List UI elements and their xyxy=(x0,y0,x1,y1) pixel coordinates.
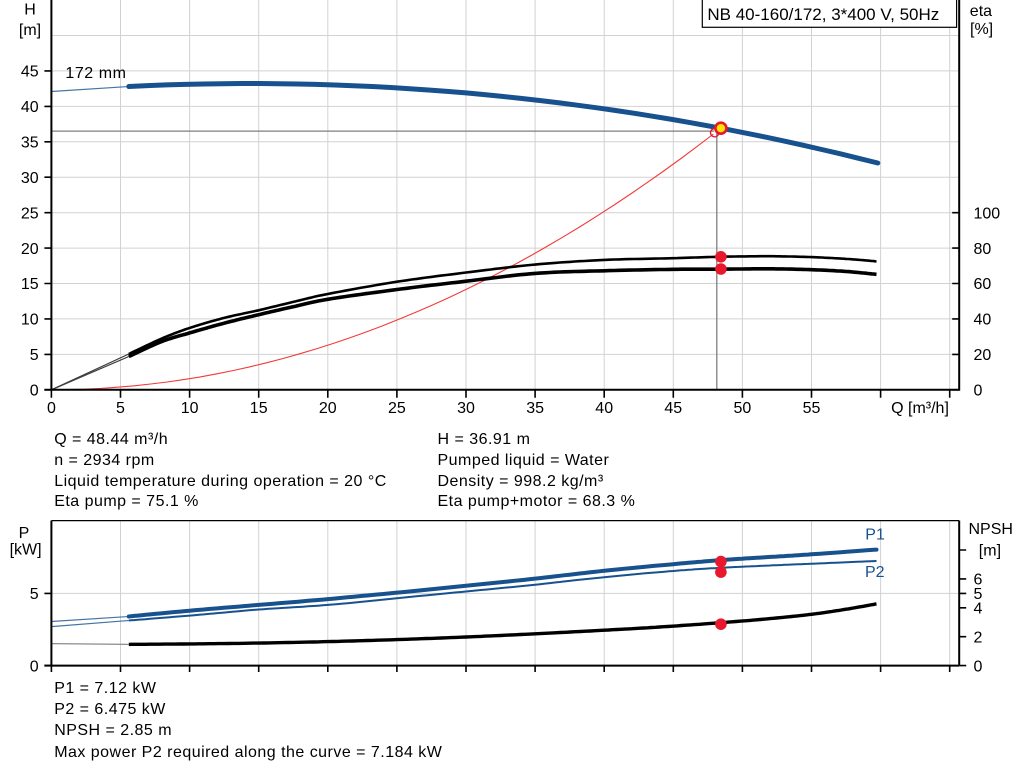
svg-text:[kW]: [kW] xyxy=(10,541,42,558)
svg-text:[m]: [m] xyxy=(979,542,1001,559)
svg-text:NB 40-160/172, 3*400 V, 50Hz: NB 40-160/172, 3*400 V, 50Hz xyxy=(707,5,939,24)
svg-text:20: 20 xyxy=(21,241,39,258)
svg-text:40: 40 xyxy=(974,312,992,329)
svg-text:45: 45 xyxy=(21,64,39,81)
svg-text:0: 0 xyxy=(47,400,56,417)
svg-text:172 mm: 172 mm xyxy=(65,65,126,82)
svg-text:4: 4 xyxy=(974,601,983,618)
svg-text:40: 40 xyxy=(595,400,613,417)
svg-text:5: 5 xyxy=(30,586,39,603)
svg-text:5: 5 xyxy=(974,586,983,603)
svg-text:5: 5 xyxy=(30,347,39,364)
svg-text:H: H xyxy=(24,2,36,19)
svg-text:35: 35 xyxy=(21,134,39,151)
svg-text:6: 6 xyxy=(974,572,983,589)
svg-text:50: 50 xyxy=(734,400,752,417)
svg-text:80: 80 xyxy=(974,241,992,258)
svg-text:10: 10 xyxy=(21,312,39,329)
svg-text:15: 15 xyxy=(21,276,39,293)
svg-text:30: 30 xyxy=(21,170,39,187)
svg-text:5: 5 xyxy=(116,400,125,417)
svg-text:NPSH: NPSH xyxy=(969,521,1013,538)
svg-text:0: 0 xyxy=(30,658,39,675)
svg-text:P2: P2 xyxy=(865,564,885,581)
svg-text:20: 20 xyxy=(319,400,337,417)
svg-text:35: 35 xyxy=(526,400,544,417)
svg-text:55: 55 xyxy=(803,400,821,417)
svg-text:2: 2 xyxy=(974,629,983,646)
svg-text:10: 10 xyxy=(181,400,199,417)
svg-text:25: 25 xyxy=(388,400,406,417)
svg-text:0: 0 xyxy=(974,658,983,675)
svg-text:P: P xyxy=(19,525,30,542)
svg-text:Q [m³/h]: Q [m³/h] xyxy=(891,400,949,417)
svg-text:15: 15 xyxy=(250,400,268,417)
svg-text:[m]: [m] xyxy=(19,22,41,39)
svg-text:45: 45 xyxy=(664,400,682,417)
svg-text:0: 0 xyxy=(974,383,983,400)
svg-text:60: 60 xyxy=(974,276,992,293)
svg-text:[%]: [%] xyxy=(970,21,993,38)
svg-text:30: 30 xyxy=(457,400,475,417)
svg-text:20: 20 xyxy=(974,347,992,364)
svg-text:25: 25 xyxy=(21,205,39,222)
svg-text:eta: eta xyxy=(970,3,992,20)
svg-text:100: 100 xyxy=(974,205,1001,222)
svg-text:40: 40 xyxy=(21,99,39,116)
svg-text:0: 0 xyxy=(30,383,39,400)
svg-text:P1: P1 xyxy=(865,527,885,544)
